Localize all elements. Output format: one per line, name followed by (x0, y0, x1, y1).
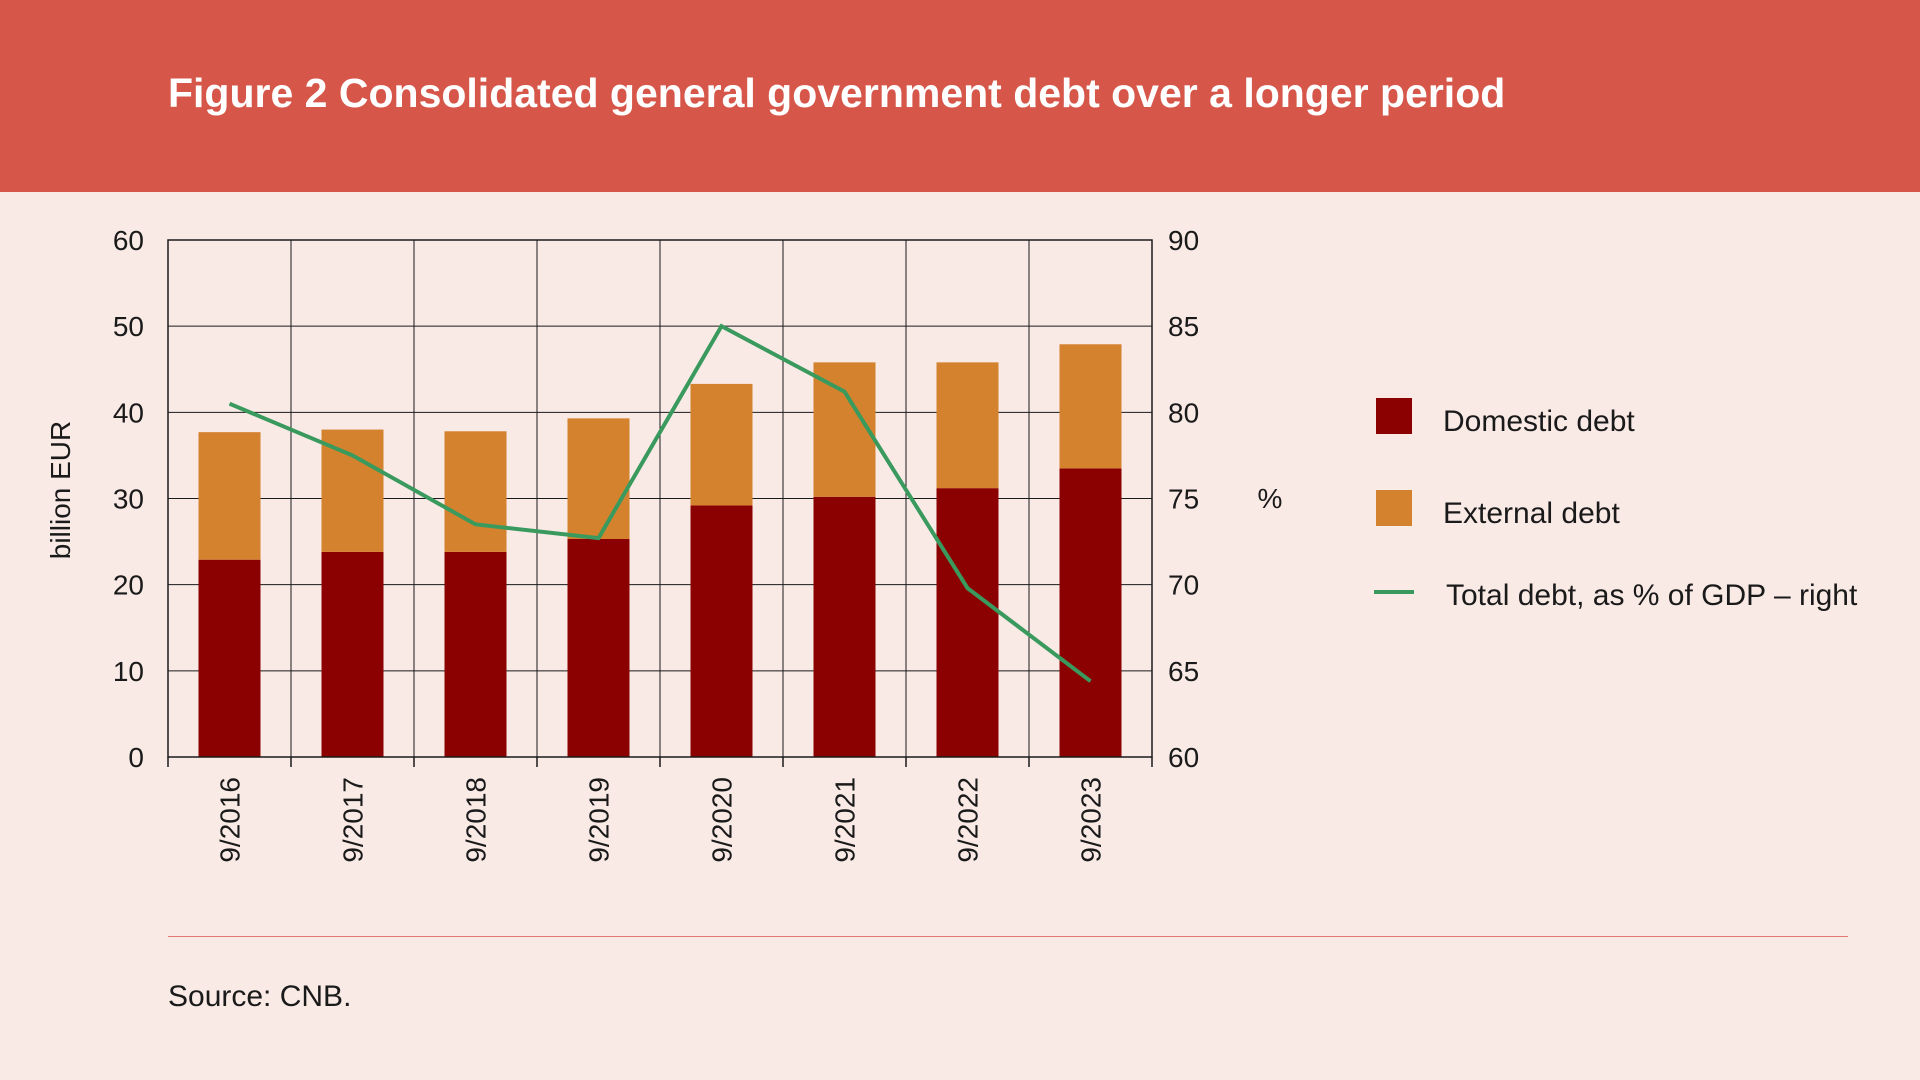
x-tick-label: 9/2016 (215, 777, 246, 863)
y-tick-label: 20 (113, 570, 144, 601)
bar-domestic-7 (1059, 468, 1122, 757)
bar-domestic-3 (567, 538, 630, 757)
x-tick-label: 9/2020 (707, 777, 738, 863)
bar-domestic-6 (936, 488, 999, 757)
bar-external-7 (1059, 344, 1122, 469)
y2-tick-label: 90 (1168, 225, 1199, 256)
y-tick-label: 0 (128, 742, 144, 773)
x-tick-label: 9/2023 (1076, 777, 1107, 863)
bar-external-1 (321, 429, 384, 552)
y-tick-label: 50 (113, 311, 144, 342)
y-tick-label: 10 (113, 656, 144, 687)
y2-tick-label: 85 (1168, 311, 1199, 342)
line-series (228, 323, 1092, 683)
y-axis-label: billion EUR (45, 421, 76, 560)
y-tick-label: 30 (113, 484, 144, 515)
y2-tick-label: 75 (1168, 484, 1199, 515)
y2-axis-label: % (1258, 483, 1283, 514)
legend-label-domestic: Domestic debt (1443, 405, 1635, 438)
chart-title: Figure 2 Consolidated general government… (168, 70, 1506, 116)
legend-swatch-domestic (1376, 398, 1412, 434)
axes: 0 10 20 30 40 50 60 60 65 70 75 80 85 90 9/2016 9/2017 9… (113, 225, 1199, 863)
x-tick-label: 9/2019 (584, 777, 615, 863)
bar-domestic-1 (321, 551, 384, 757)
y2-tick-label: 65 (1168, 656, 1199, 687)
bar-external-6 (936, 362, 999, 489)
bar-domestic-0 (198, 559, 261, 757)
bars (198, 344, 1122, 757)
y2-tick-label: 80 (1168, 397, 1199, 428)
x-tick-label: 9/2017 (338, 777, 369, 863)
bar-external-0 (198, 432, 261, 560)
legend-label-external: External debt (1443, 497, 1620, 530)
grid (168, 240, 1152, 757)
x-tick-label: 9/2022 (953, 777, 984, 863)
x-tick-label: 9/2021 (830, 777, 861, 863)
bar-external-5 (813, 362, 876, 497)
bar-domestic-5 (813, 496, 876, 757)
bar-domestic-2 (444, 551, 507, 757)
bar-external-3 (567, 418, 630, 539)
legend: Domestic debt External debt Total debt, as… (1374, 398, 1858, 612)
line-total-debt-gdp (228, 323, 1092, 683)
legend-label-line: Total debt, as % of GDP – right (1446, 579, 1858, 612)
bar-external-4 (690, 383, 753, 506)
footer-divider (168, 936, 1848, 937)
x-tick-label: 9/2018 (461, 777, 492, 863)
legend-swatch-external (1376, 490, 1412, 526)
y-tick-label: 40 (113, 397, 144, 428)
header-banner: Figure 2 Consolidated general government… (0, 0, 1920, 192)
y-tick-label: 60 (113, 225, 144, 256)
bar-domestic-4 (690, 505, 753, 757)
bar-external-2 (444, 431, 507, 552)
source-note: Source: CNB. (168, 980, 352, 1013)
y2-tick-label: 60 (1168, 742, 1199, 773)
y2-tick-label: 70 (1168, 570, 1199, 601)
